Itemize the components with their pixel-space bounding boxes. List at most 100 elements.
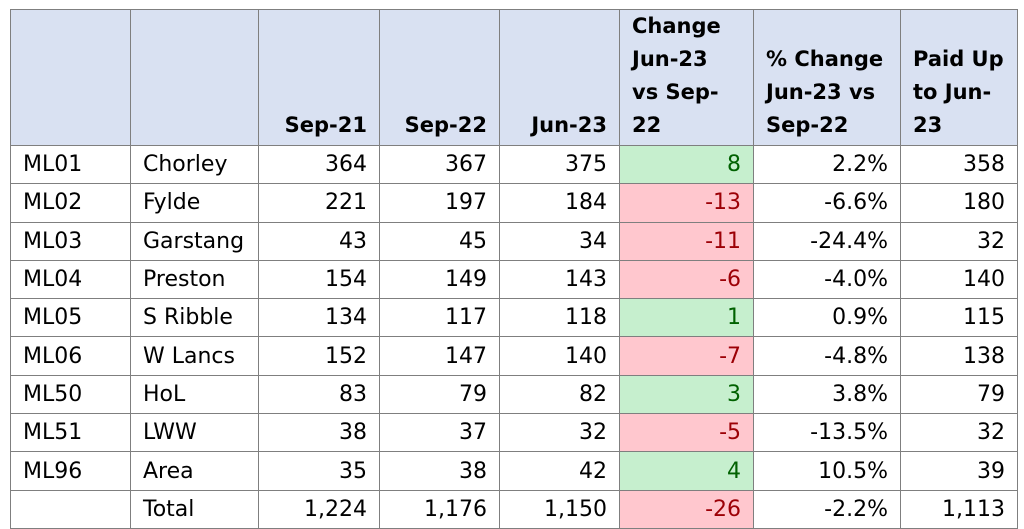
cell-paid-up[interactable]: 138	[900, 336, 1018, 376]
cell-sep21[interactable]: 364	[258, 144, 380, 185]
table-row: ML50 HoL 83 79 82 3 3.8% 79	[10, 374, 1018, 415]
cell-sep21[interactable]: 83	[258, 374, 380, 415]
cell-code[interactable]: ML02	[10, 183, 131, 223]
cell-code[interactable]: ML04	[10, 259, 131, 300]
cell-jun23[interactable]: 42	[499, 451, 620, 491]
header-cell-sep22[interactable]: Sep-22	[379, 9, 500, 146]
cell-code[interactable]: ML51	[10, 413, 131, 453]
cell-name[interactable]: HoL	[130, 374, 259, 415]
cell-sep22[interactable]: 149	[379, 259, 500, 300]
header-cell-pct-change[interactable]: % Change Jun-23 vs Sep-22	[753, 9, 901, 146]
header-cell-change[interactable]: Change Jun-23 vs Sep-22	[619, 9, 754, 146]
cell-pct-change[interactable]: 0.9%	[753, 298, 901, 338]
cell-sep22[interactable]: 1,176	[379, 489, 500, 529]
table-row: ML03 Garstang 43 45 34 -11 -24.4% 32	[10, 221, 1018, 261]
cell-pct-change[interactable]: -24.4%	[753, 221, 901, 261]
header-cell-paid-up[interactable]: Paid Up to Jun-23	[900, 9, 1018, 146]
cell-sep21[interactable]: 154	[258, 259, 380, 300]
cell-code[interactable]: ML03	[10, 221, 131, 261]
header-cell-name[interactable]	[130, 9, 259, 146]
cell-pct-change[interactable]: -6.6%	[753, 183, 901, 223]
cell-sep21[interactable]: 221	[258, 183, 380, 223]
cell-change[interactable]: 1	[619, 298, 754, 338]
cell-sep22[interactable]: 147	[379, 336, 500, 376]
cell-jun23[interactable]: 184	[499, 183, 620, 223]
cell-sep22[interactable]: 79	[379, 374, 500, 415]
cell-code[interactable]: ML96	[10, 451, 131, 491]
cell-jun23[interactable]: 375	[499, 144, 620, 185]
cell-name[interactable]: Fylde	[130, 183, 259, 223]
cell-change[interactable]: -7	[619, 336, 754, 376]
cell-change[interactable]: 4	[619, 451, 754, 491]
cell-code[interactable]: ML50	[10, 374, 131, 415]
cell-sep22[interactable]: 117	[379, 298, 500, 338]
header-row: Sep-21 Sep-22 Jun-23 Change Jun-23 vs Se…	[10, 9, 1018, 146]
cell-jun23[interactable]: 82	[499, 374, 620, 415]
header-cell-sep21[interactable]: Sep-21	[258, 9, 380, 146]
header-cell-code[interactable]	[10, 9, 131, 146]
cell-change[interactable]: 3	[619, 374, 754, 415]
cell-sep22[interactable]: 38	[379, 451, 500, 491]
cell-code[interactable]: ML01	[10, 144, 131, 185]
cell-jun23[interactable]: 34	[499, 221, 620, 261]
table-row: ML06 W Lancs 152 147 140 -7 -4.8% 138	[10, 336, 1018, 376]
cell-sep21[interactable]: 152	[258, 336, 380, 376]
cell-pct-change[interactable]: -4.0%	[753, 259, 901, 300]
cell-paid-up[interactable]: 115	[900, 298, 1018, 338]
total-row: Total 1,224 1,176 1,150 -26 -2.2% 1,113	[10, 489, 1018, 529]
cell-name[interactable]: W Lancs	[130, 336, 259, 376]
cell-name[interactable]: Area	[130, 451, 259, 491]
cell-jun23[interactable]: 143	[499, 259, 620, 300]
cell-name[interactable]: Preston	[130, 259, 259, 300]
cell-sep21[interactable]: 1,224	[258, 489, 380, 529]
table-row: ML01 Chorley 364 367 375 8 2.2% 358	[10, 144, 1018, 185]
header-cell-jun23[interactable]: Jun-23	[499, 9, 620, 146]
cell-paid-up[interactable]: 140	[900, 259, 1018, 300]
cell-pct-change[interactable]: 10.5%	[753, 451, 901, 491]
table-row: ML51 LWW 38 37 32 -5 -13.5% 32	[10, 413, 1018, 453]
cell-sep21[interactable]: 43	[258, 221, 380, 261]
cell-change[interactable]: -26	[619, 489, 754, 529]
cell-paid-up[interactable]: 180	[900, 183, 1018, 223]
cell-jun23[interactable]: 1,150	[499, 489, 620, 529]
cell-name[interactable]: Total	[130, 489, 259, 529]
cell-pct-change[interactable]: -4.8%	[753, 336, 901, 376]
table-row: ML96 Area 35 38 42 4 10.5% 39	[10, 451, 1018, 491]
cell-change[interactable]: -5	[619, 413, 754, 453]
cell-jun23[interactable]: 118	[499, 298, 620, 338]
cell-sep22[interactable]: 367	[379, 144, 500, 185]
membership-table: Sep-21 Sep-22 Jun-23 Change Jun-23 vs Se…	[10, 9, 1018, 529]
cell-sep22[interactable]: 197	[379, 183, 500, 223]
cell-sep21[interactable]: 38	[258, 413, 380, 453]
cell-paid-up[interactable]: 32	[900, 413, 1018, 453]
table-row: ML02 Fylde 221 197 184 -13 -6.6% 180	[10, 183, 1018, 223]
cell-change[interactable]: 8	[619, 144, 754, 185]
cell-sep22[interactable]: 37	[379, 413, 500, 453]
cell-code[interactable]: ML05	[10, 298, 131, 338]
cell-jun23[interactable]: 32	[499, 413, 620, 453]
table-row: ML04 Preston 154 149 143 -6 -4.0% 140	[10, 259, 1018, 300]
cell-sep21[interactable]: 134	[258, 298, 380, 338]
cell-sep22[interactable]: 45	[379, 221, 500, 261]
cell-paid-up[interactable]: 358	[900, 144, 1018, 185]
cell-change[interactable]: -6	[619, 259, 754, 300]
table-row: ML05 S Ribble 134 117 118 1 0.9% 115	[10, 298, 1018, 338]
cell-paid-up[interactable]: 1,113	[900, 489, 1018, 529]
cell-sep21[interactable]: 35	[258, 451, 380, 491]
cell-name[interactable]: LWW	[130, 413, 259, 453]
cell-pct-change[interactable]: -2.2%	[753, 489, 901, 529]
cell-paid-up[interactable]: 79	[900, 374, 1018, 415]
cell-name[interactable]: S Ribble	[130, 298, 259, 338]
cell-change[interactable]: -13	[619, 183, 754, 223]
cell-code[interactable]: ML06	[10, 336, 131, 376]
cell-name[interactable]: Chorley	[130, 144, 259, 185]
cell-pct-change[interactable]: 3.8%	[753, 374, 901, 415]
cell-jun23[interactable]: 140	[499, 336, 620, 376]
cell-pct-change[interactable]: -13.5%	[753, 413, 901, 453]
cell-paid-up[interactable]: 39	[900, 451, 1018, 491]
cell-name[interactable]: Garstang	[130, 221, 259, 261]
cell-code[interactable]	[10, 489, 131, 529]
cell-paid-up[interactable]: 32	[900, 221, 1018, 261]
cell-change[interactable]: -11	[619, 221, 754, 261]
cell-pct-change[interactable]: 2.2%	[753, 144, 901, 185]
